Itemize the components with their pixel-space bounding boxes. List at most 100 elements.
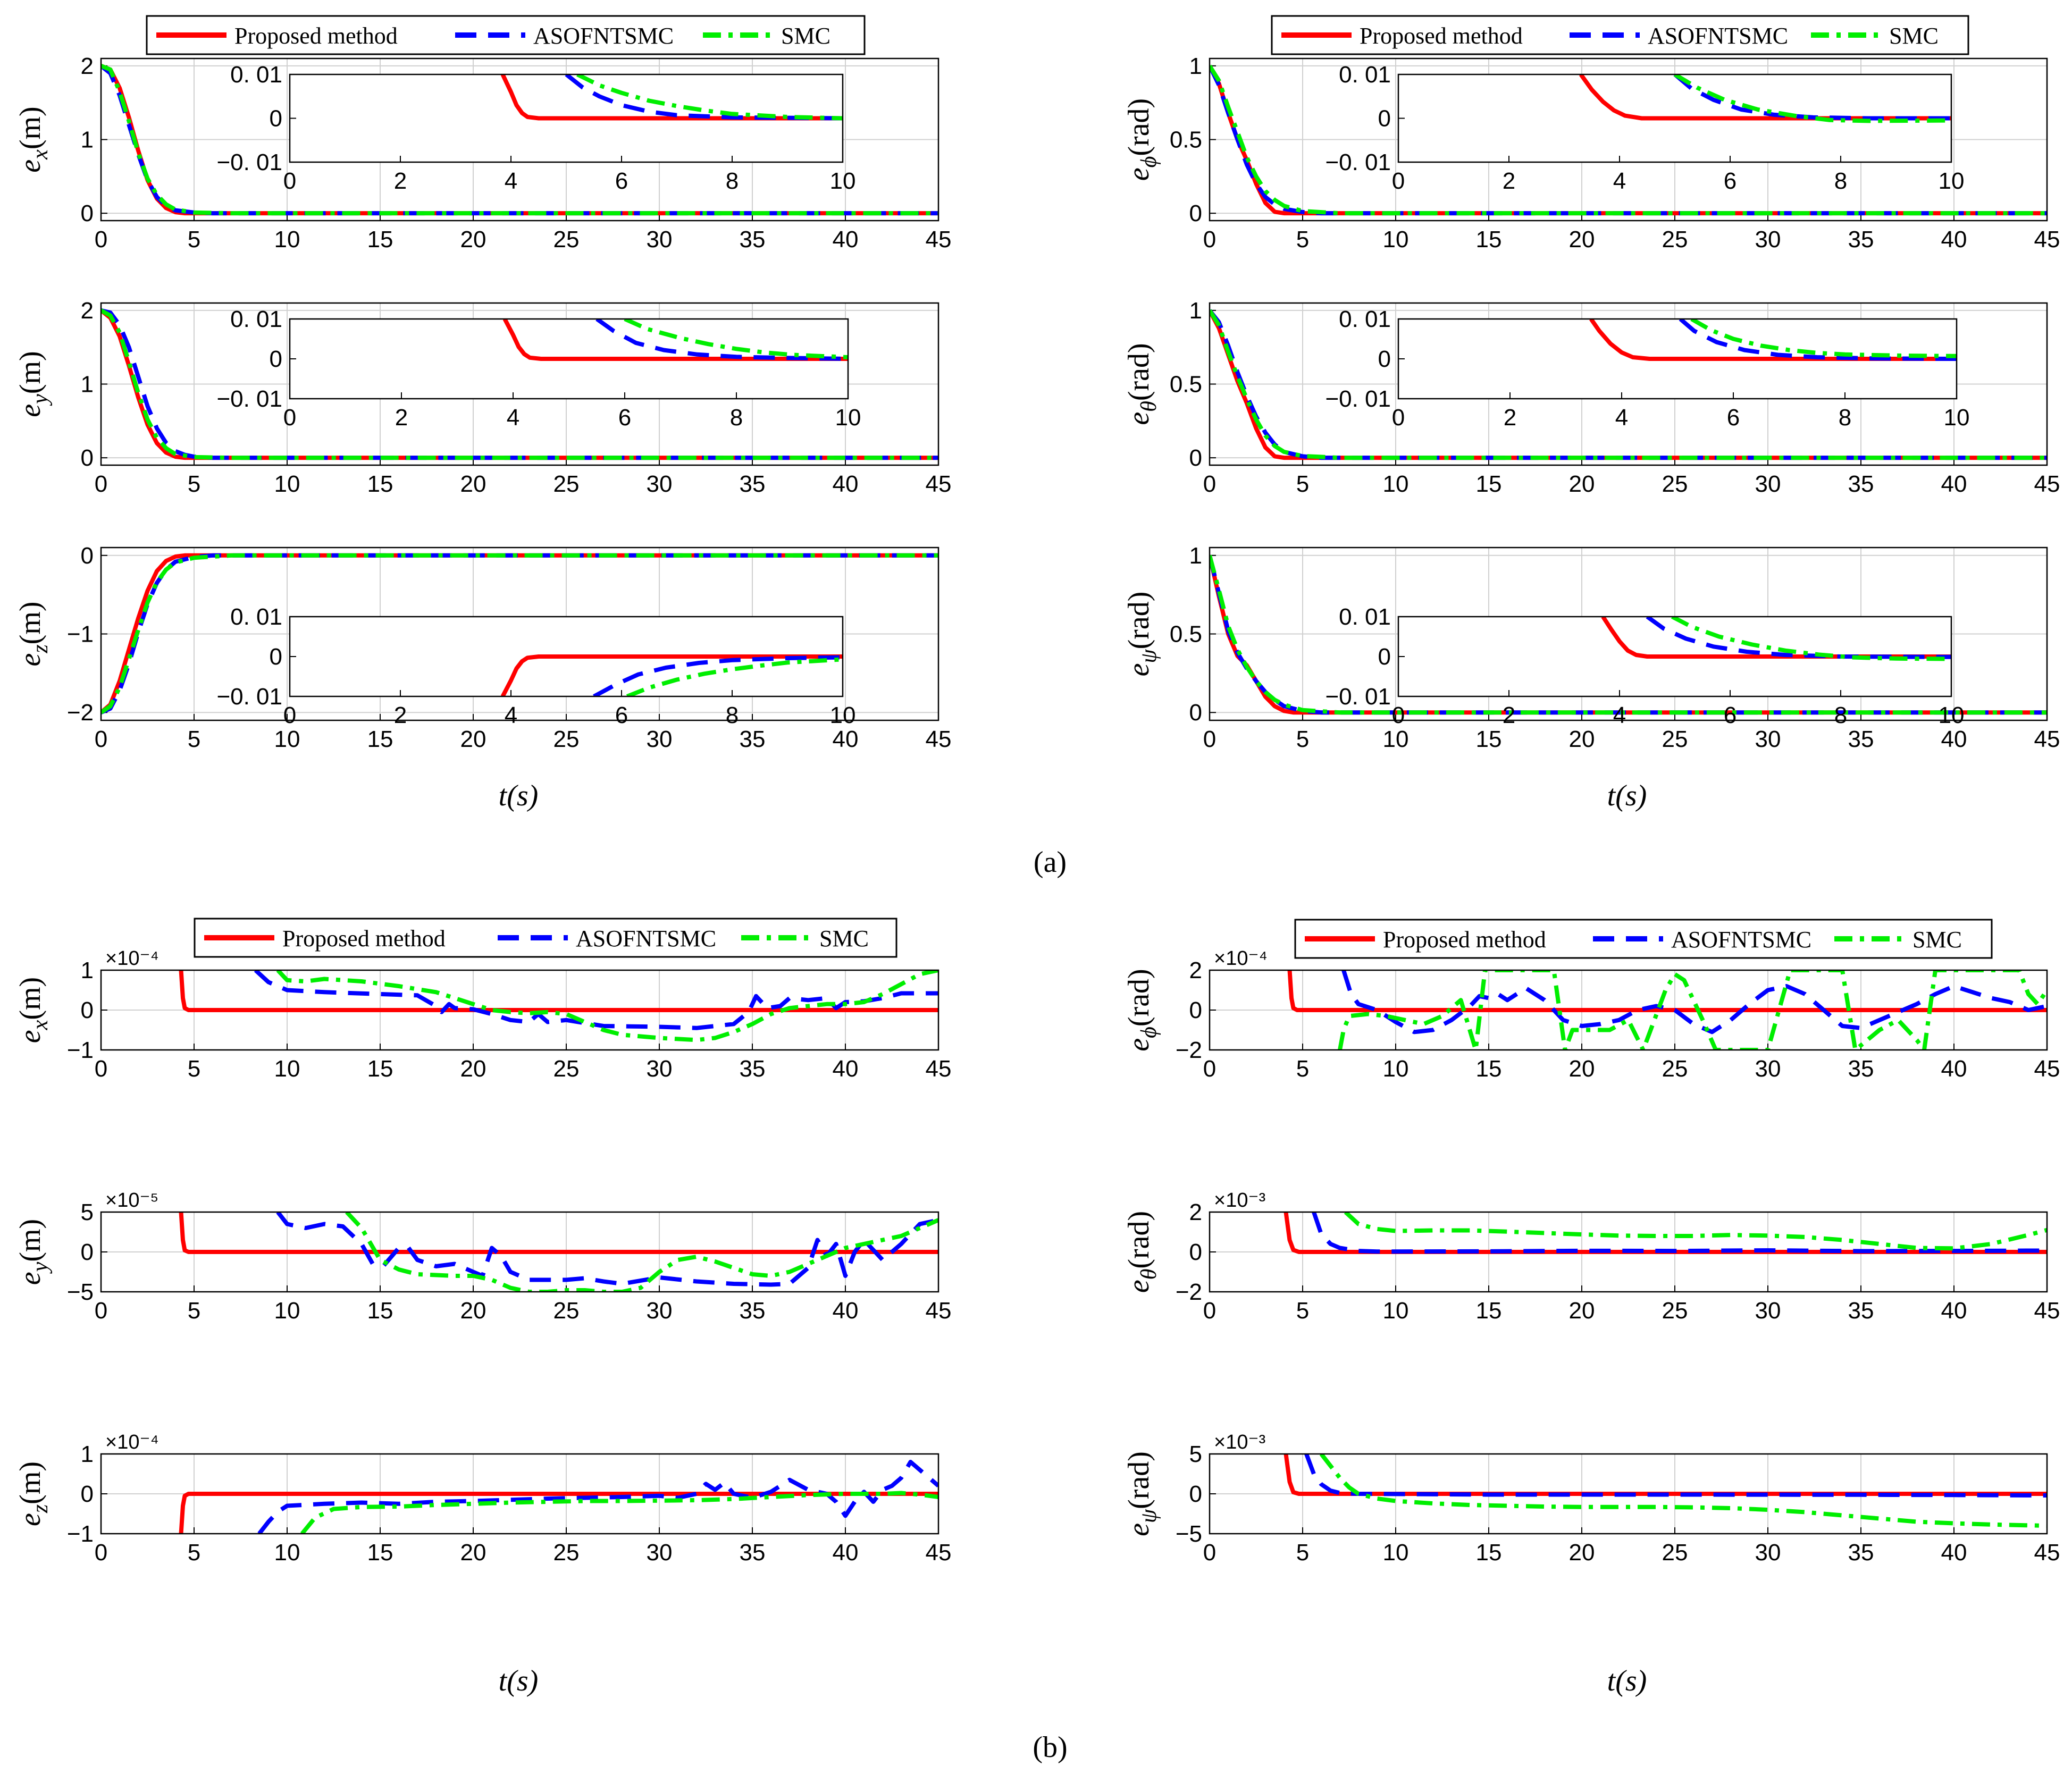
a-ey-xtick-label: 30 bbox=[647, 471, 673, 497]
a-ex-inset-ytick-label: 0 bbox=[270, 106, 282, 132]
b-ez-xtick-label: 45 bbox=[926, 1540, 952, 1566]
a-ez-inset-ytick-label: 0 bbox=[270, 644, 282, 670]
a-epsi-xtick-label: 10 bbox=[1383, 726, 1409, 752]
a-ez-inset-xtick-label: 6 bbox=[615, 702, 628, 728]
a-ey-series-smc bbox=[101, 308, 938, 460]
a-etheta-inset-ytick-label: 0 bbox=[1378, 346, 1391, 372]
b-epsi-frame bbox=[1209, 1453, 2048, 1535]
b-etheta-xtick-label: 15 bbox=[1476, 1298, 1502, 1324]
a-etheta-ytick-label: 1 bbox=[1189, 298, 1202, 324]
b-ez-series-smc bbox=[300, 1491, 938, 1534]
b-etheta-xtick-label: 20 bbox=[1569, 1298, 1595, 1324]
b-ey-ylabel: ey(m) bbox=[14, 1219, 53, 1285]
a-ex-ytick-label: 1 bbox=[81, 127, 94, 153]
b-epsi-xtick-label: 0 bbox=[1203, 1540, 1216, 1566]
b-etheta-exponent: ×10⁻³ bbox=[1214, 1189, 1265, 1212]
b-ez-exponent: ×10⁻⁴ bbox=[105, 1431, 159, 1453]
b-ex-xtick-label: 40 bbox=[833, 1056, 859, 1082]
a-ephi-inset-ytick-label: 0. 01 bbox=[1339, 62, 1391, 88]
a-ephi-xtick-label: 35 bbox=[1848, 226, 1874, 253]
b-ephi-xtick-label: 25 bbox=[1662, 1056, 1688, 1082]
a-ez-xtick-label: 20 bbox=[460, 726, 486, 752]
a-ey-xtick-label: 5 bbox=[188, 471, 200, 497]
b-ey-series-smc bbox=[345, 1212, 938, 1292]
b-ez-xtick-label: 0 bbox=[95, 1540, 107, 1566]
a-ex-inset-xtick-label: 6 bbox=[615, 168, 628, 194]
a-ez-xtick-label: 35 bbox=[740, 726, 766, 752]
a-ex-ytick-label: 0 bbox=[81, 200, 94, 226]
a-ez-inset-xtick-label: 8 bbox=[726, 702, 739, 728]
a-etheta-series-proposed bbox=[1210, 309, 2047, 460]
a-epsi-inset-xtick-label: 8 bbox=[1834, 702, 1847, 728]
b-ephi-xtick-label: 35 bbox=[1848, 1056, 1874, 1082]
a-ex-xtick-label: 20 bbox=[460, 226, 486, 253]
a-etheta-inset-xtick-label: 0 bbox=[1392, 405, 1405, 431]
a-ex-xtick-label: 30 bbox=[647, 226, 673, 253]
legend-label-smc: SMC bbox=[1912, 927, 1962, 953]
b-epsi-ytick-label: 0 bbox=[1189, 1481, 1202, 1507]
b-etheta-xtick-label: 25 bbox=[1662, 1298, 1688, 1324]
b-ephi-xtick-label: 10 bbox=[1383, 1056, 1409, 1082]
b-epsi-series-smc bbox=[1319, 1454, 2047, 1528]
b-ey-xtick-label: 0 bbox=[95, 1298, 107, 1324]
b-ez-ylabel: ez(m) bbox=[14, 1461, 53, 1526]
a-ex-xtick-label: 0 bbox=[95, 226, 107, 253]
b-ex-xtick-label: 0 bbox=[95, 1056, 107, 1082]
a-epsi-inset-series-proposed bbox=[1601, 617, 1951, 659]
a-epsi-xtick-label: 40 bbox=[1941, 726, 1967, 752]
a-etheta-inset-xtick-label: 2 bbox=[1504, 405, 1516, 431]
b-ex-exponent: ×10⁻⁴ bbox=[105, 947, 159, 970]
a-ex-xtick-label: 10 bbox=[274, 226, 300, 253]
a-ez-ytick-label: −1 bbox=[67, 621, 94, 647]
a-ex-series-asofntsmc bbox=[101, 64, 938, 216]
b-epsi-xtick-label: 30 bbox=[1755, 1540, 1781, 1566]
a-ey-inset-series-proposed bbox=[502, 319, 848, 361]
a-etheta-inset-xtick-label: 10 bbox=[1944, 405, 1970, 431]
a-etheta-xtick-label: 30 bbox=[1755, 471, 1781, 497]
a-ephi-xtick-label: 5 bbox=[1296, 226, 1309, 253]
b-ephi-ytick-label: 0 bbox=[1189, 997, 1202, 1023]
a-ey-inset-series-smc bbox=[624, 319, 848, 359]
b-ephi-xtick-label: 15 bbox=[1476, 1056, 1502, 1082]
a-epsi-inset-xtick-label: 4 bbox=[1613, 702, 1626, 728]
a-epsi-inset-xtick-label: 10 bbox=[1939, 702, 1965, 728]
a-etheta-xtick-label: 35 bbox=[1848, 471, 1874, 497]
a-ephi-xtick-label: 40 bbox=[1941, 226, 1967, 253]
legend-label-proposed: Proposed method bbox=[282, 926, 446, 952]
a-epsi-xtick-label: 30 bbox=[1755, 726, 1781, 752]
b-ex-ytick-label: 1 bbox=[81, 957, 94, 983]
b-etheta-ytick-label: −2 bbox=[1176, 1279, 1202, 1305]
a-etheta-xtick-label: 45 bbox=[2034, 471, 2060, 497]
b-ey-ytick-label: 5 bbox=[81, 1199, 94, 1225]
a-ey-xtick-label: 20 bbox=[460, 471, 486, 497]
b-ez-xtick-label: 30 bbox=[647, 1540, 673, 1566]
a-ephi-xtick-label: 25 bbox=[1662, 226, 1688, 253]
legend-b-right: Proposed method ASOFNTSMC SMC bbox=[1294, 919, 1993, 959]
b-ey-frame bbox=[100, 1211, 939, 1293]
b-epsi-ylabel: eψ(rad) bbox=[1122, 1451, 1161, 1536]
a-ex-xtick-label: 25 bbox=[553, 226, 580, 253]
a-ey-xtick-label: 25 bbox=[553, 471, 580, 497]
b-epsi-xtick-label: 25 bbox=[1662, 1540, 1688, 1566]
a-ex-inset-frame bbox=[289, 73, 844, 163]
a-ephi-inset-frame bbox=[1397, 73, 1952, 163]
a-ez-inset-ytick-label: 0. 01 bbox=[230, 604, 282, 630]
b-ez-series-asofntsmc bbox=[257, 1460, 938, 1534]
a-ex-xtick-label: 5 bbox=[188, 226, 200, 253]
a-ez-inset-series-proposed bbox=[500, 654, 843, 696]
a-ez-xtick-label: 0 bbox=[95, 726, 107, 752]
a-ey-inset-xtick-label: 2 bbox=[395, 405, 408, 431]
a-ephi-ytick-label: 0 bbox=[1189, 200, 1202, 226]
caption-part-a: (a) bbox=[1034, 846, 1067, 879]
b-etheta-xtick-label: 10 bbox=[1383, 1298, 1409, 1324]
legend-label-proposed: Proposed method bbox=[1383, 927, 1546, 953]
a-ey-xtick-label: 40 bbox=[833, 471, 859, 497]
